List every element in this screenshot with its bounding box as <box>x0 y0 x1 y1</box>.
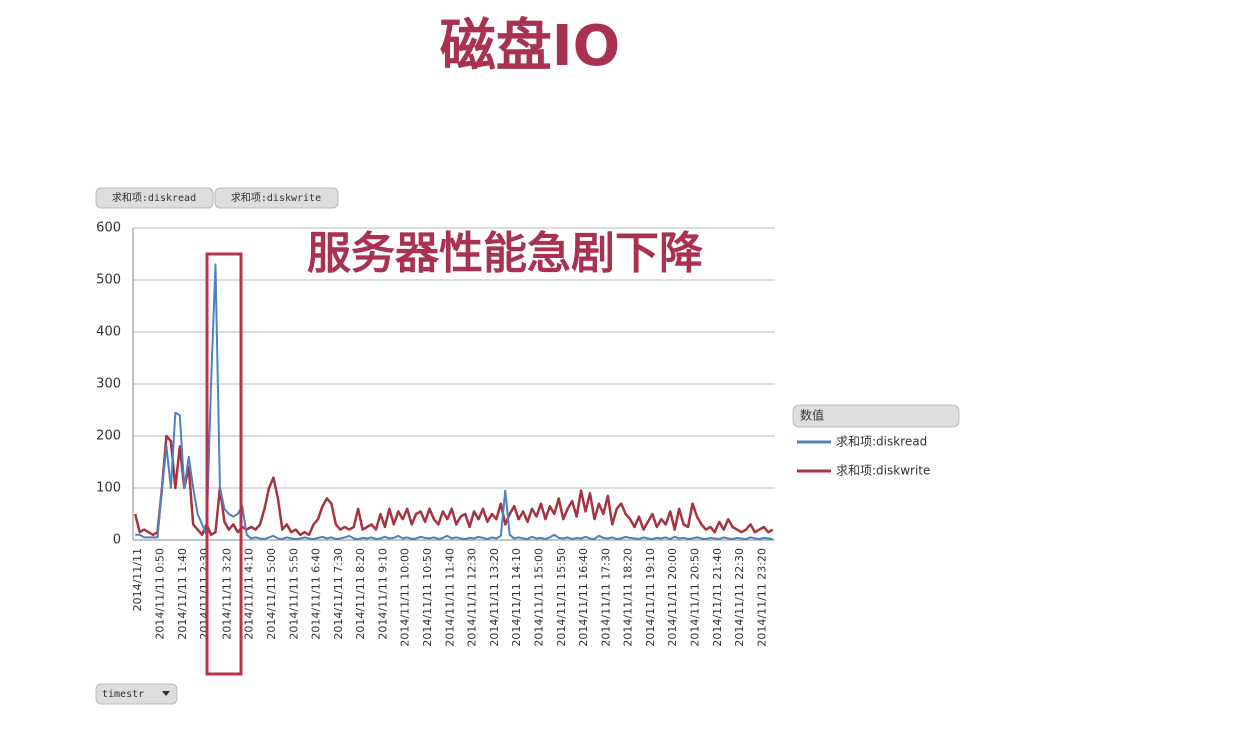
x-tick-label: 2014/11/11 15:50 <box>555 548 568 647</box>
x-tick-label: 2014/11/11 8:20 <box>354 548 367 640</box>
x-tick-label: 2014/11/11 10:50 <box>421 548 434 647</box>
axis-field-label[interactable]: timestr <box>102 689 144 700</box>
x-tick-label: 2014/11/11 6:40 <box>310 548 323 640</box>
x-tick-label: 2014/11/11 22:30 <box>733 548 746 647</box>
legend-label: 求和项:diskwrite <box>836 464 930 478</box>
dropdown-arrow[interactable] <box>162 691 170 696</box>
x-tick-label: 2014/11/11 18:20 <box>622 548 635 647</box>
y-tick-label: 300 <box>96 377 121 392</box>
x-tick-label: 2014/11/11 11:40 <box>443 548 456 647</box>
legend-title[interactable]: 数值 <box>800 408 824 423</box>
series-line <box>135 263 773 540</box>
x-tick-label: 2014/11/11 <box>131 548 144 611</box>
x-tick-label: 2014/11/11 2:30 <box>198 548 211 640</box>
field-button-label[interactable]: 求和项:diskwrite <box>231 192 321 204</box>
x-tick-label: 2014/11/11 3:20 <box>220 548 233 640</box>
y-tick-label: 200 <box>96 429 121 444</box>
x-tick-label: 2014/11/11 15:00 <box>532 548 545 647</box>
x-tick-label: 2014/11/11 0:50 <box>154 548 167 640</box>
plot-area: 0 100 200 300 400 500 600 2014/11/11 2014/11/11 … <box>96 221 775 647</box>
x-tick-label: 2014/11/11 20:00 <box>666 548 679 647</box>
x-tick-label: 2014/11/11 5:00 <box>265 548 278 640</box>
x-tick-label: 2014/11/11 7:30 <box>332 548 345 640</box>
x-tick-label: 2014/11/11 4:10 <box>243 548 256 640</box>
annotation: 服务器性能急剧下降 <box>307 228 703 279</box>
y-tick-label: 100 <box>96 481 121 496</box>
highlight-box <box>205 252 243 676</box>
y-tick-label: 600 <box>96 221 121 236</box>
slide-title: 磁盘IO <box>440 14 620 79</box>
x-tick-label: 2014/11/11 12:30 <box>466 548 479 647</box>
x-tick-label: 2014/11/11 13:20 <box>488 548 501 647</box>
axis-field-button[interactable] <box>95 683 178 705</box>
x-tick-label: 2014/11/11 16:40 <box>577 548 590 647</box>
series-line <box>134 434 774 537</box>
legend-label: 求和项:diskread <box>836 435 927 449</box>
field-button-label[interactable]: 求和项:diskread <box>112 192 196 204</box>
field-button[interactable] <box>95 187 214 209</box>
y-tick-label: 400 <box>96 325 121 340</box>
x-tick-label: 2014/11/11 23:20 <box>755 548 768 647</box>
x-tick-label: 2014/11/11 17:30 <box>599 548 612 647</box>
y-tick-label: 0 <box>113 533 121 548</box>
legend-field-button[interactable] <box>792 404 960 428</box>
x-tick-label: 2014/11/11 10:00 <box>399 548 412 647</box>
x-tick-label: 2014/11/11 9:10 <box>376 548 389 640</box>
x-tick-label: 2014/11/11 14:10 <box>510 548 523 647</box>
x-tick-label: 2014/11/11 20:50 <box>689 548 702 647</box>
x-tick-label: 2014/11/11 5:50 <box>287 548 300 640</box>
field-button[interactable] <box>214 187 339 209</box>
y-tick-label: 500 <box>96 273 121 288</box>
x-tick-label: 2014/11/11 21:40 <box>711 548 724 647</box>
x-tick-label: 2014/11/11 19:10 <box>644 548 657 647</box>
x-tick-label: 2014/11/11 1:40 <box>176 548 189 640</box>
